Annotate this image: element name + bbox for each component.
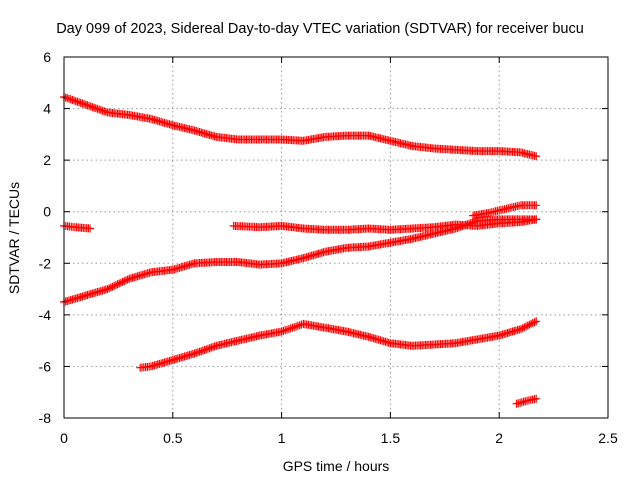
y-tick-label: -6 [39, 358, 52, 374]
x-tick-label: 1 [278, 430, 286, 446]
series-track-g [512, 394, 541, 408]
series-track-e [469, 201, 541, 220]
y-tick-label: -8 [39, 410, 52, 426]
axis-ticks [63, 56, 609, 419]
y-axis-label: SDTVAR / TECUs [6, 182, 22, 294]
x-tick-labels: 0 0.5 1 1.5 2 2.5 [60, 430, 618, 446]
series-track-b [60, 221, 95, 233]
y-tick-label: -4 [39, 307, 52, 323]
chart-title: Day 099 of 2023, Sidereal Day-to-day VTE… [56, 21, 584, 37]
data-point-markers [136, 317, 541, 372]
x-tick-label: 2 [495, 430, 503, 446]
x-tick-label: 1.5 [381, 430, 401, 446]
y-tick-label: 0 [43, 204, 51, 220]
data-point-markers [60, 93, 541, 161]
y-tick-label: 6 [43, 49, 51, 65]
data-point-markers [512, 394, 541, 408]
y-tick-label: -2 [39, 255, 52, 271]
plot-frame [63, 56, 609, 419]
y-tick-label: 4 [43, 101, 51, 117]
y-tick-label: 2 [43, 152, 51, 168]
data-marks [60, 93, 541, 408]
y-tick-labels: -8 -6 -4 -2 0 2 4 6 [39, 49, 52, 426]
x-tick-label: 2.5 [598, 430, 618, 446]
series-track-a [60, 93, 541, 161]
data-point-markers [60, 221, 95, 233]
x-tick-label: 0.5 [163, 430, 183, 446]
x-axis-label: GPS time / hours [283, 458, 390, 474]
x-tick-label: 0 [60, 430, 68, 446]
series-track-f [136, 317, 541, 372]
data-point-markers [469, 201, 541, 220]
